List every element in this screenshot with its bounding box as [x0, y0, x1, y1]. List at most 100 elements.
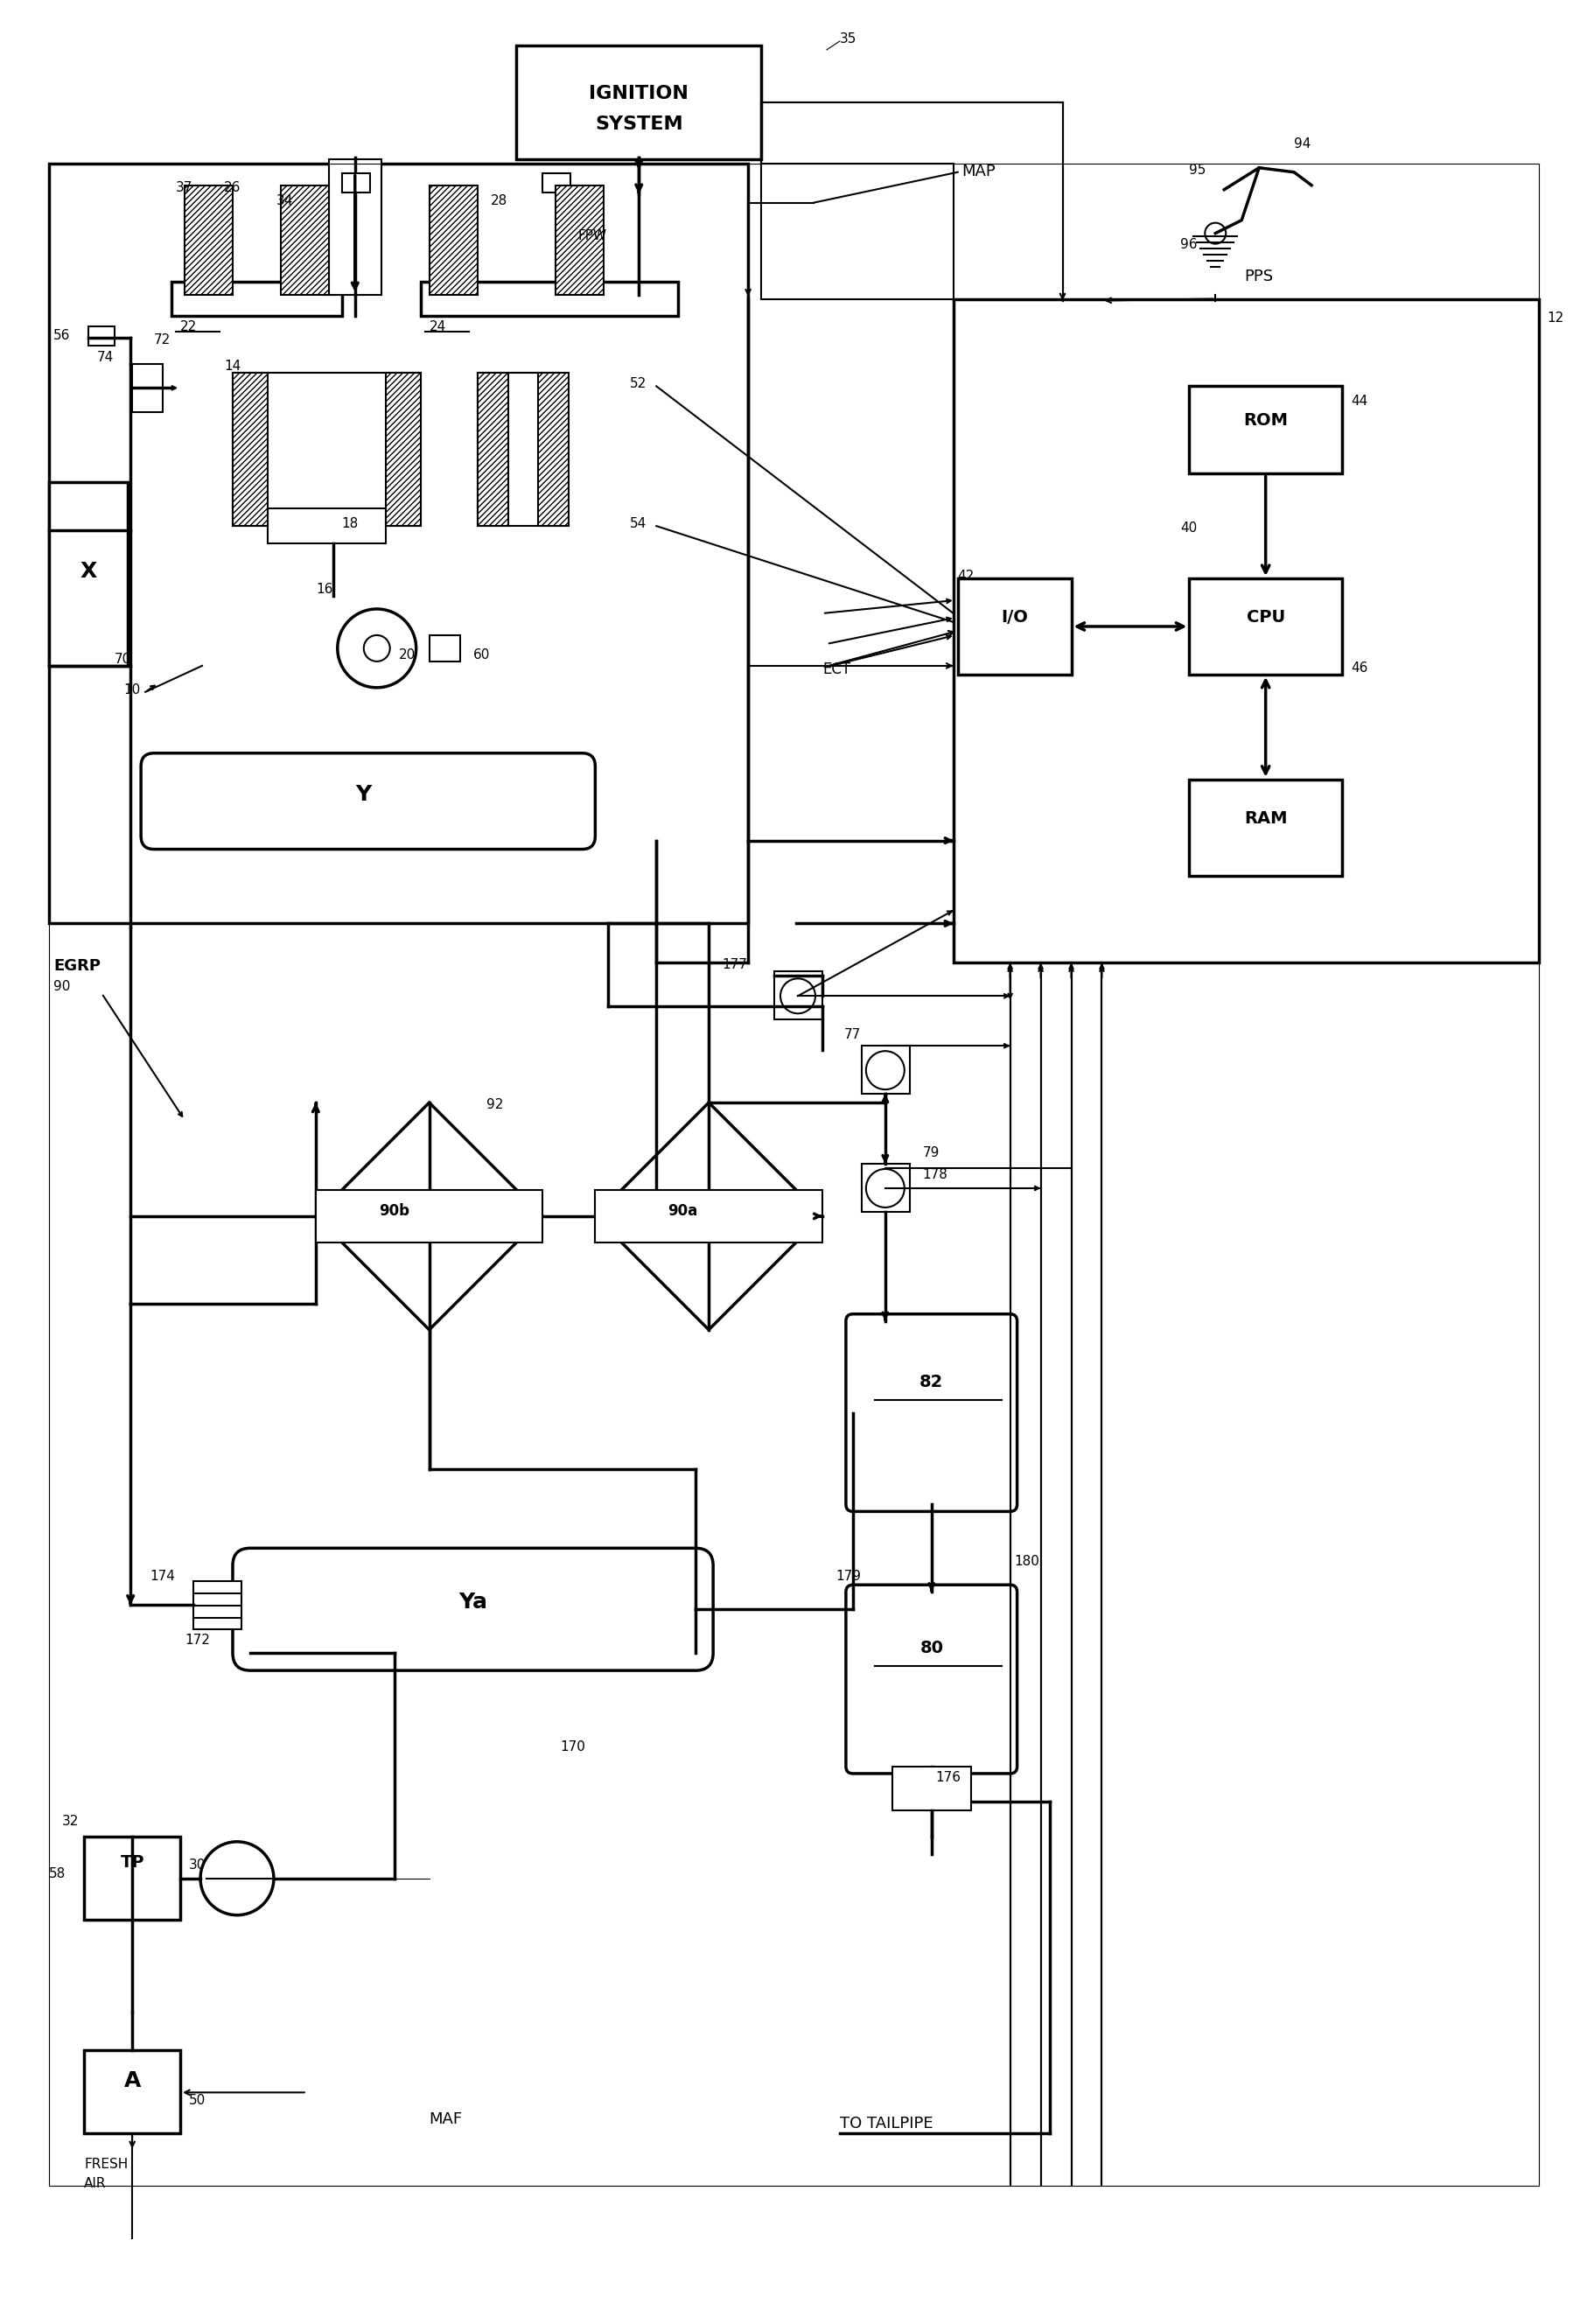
Bar: [478, 374, 508, 525]
Text: ECT: ECT: [822, 662, 851, 676]
Text: FRESH: FRESH: [84, 2159, 129, 2171]
Text: 20: 20: [398, 648, 416, 662]
Text: 16: 16: [316, 583, 332, 595]
Text: 37: 37: [176, 181, 192, 193]
Text: RAM: RAM: [1243, 811, 1287, 827]
Text: 77: 77: [844, 1027, 860, 1041]
Text: 79: 79: [922, 1146, 940, 1160]
Bar: [555, 186, 603, 295]
Bar: [184, 186, 233, 295]
Text: A: A: [124, 2071, 141, 2092]
Text: 176: 176: [935, 1771, 960, 1785]
Text: 174: 174: [149, 1571, 175, 1583]
Bar: [516, 46, 760, 158]
Bar: [386, 374, 421, 525]
Text: 40: 40: [1179, 521, 1197, 535]
Text: 90a: 90a: [667, 1204, 697, 1218]
Bar: [538, 374, 568, 525]
FancyBboxPatch shape: [846, 1585, 1017, 1773]
Text: 82: 82: [919, 1373, 943, 1390]
Text: 90b: 90b: [379, 1204, 409, 1218]
Text: 50: 50: [189, 2094, 206, 2108]
Text: Ya: Ya: [459, 1592, 487, 1613]
Text: Y: Y: [355, 783, 371, 804]
Text: 180: 180: [1014, 1555, 1039, 1569]
Text: 46: 46: [1351, 662, 1366, 674]
Bar: [84, 1836, 181, 1920]
Text: 34: 34: [276, 193, 294, 207]
Text: MAF: MAF: [428, 2113, 462, 2126]
Bar: [341, 172, 370, 193]
Text: 60: 60: [473, 648, 490, 662]
Text: 96: 96: [1179, 237, 1197, 251]
Text: PPS: PPS: [1244, 267, 1273, 284]
Text: 42: 42: [957, 569, 974, 583]
Text: 14: 14: [224, 360, 241, 374]
Bar: [1189, 579, 1341, 674]
FancyBboxPatch shape: [233, 1548, 713, 1671]
Bar: [428, 634, 460, 662]
Bar: [316, 1190, 543, 1243]
Bar: [1189, 779, 1341, 876]
Bar: [49, 483, 129, 665]
Text: 30: 30: [189, 1859, 206, 1871]
Bar: [171, 281, 341, 316]
Text: 74: 74: [97, 351, 114, 365]
Bar: [233, 374, 268, 525]
Bar: [89, 328, 114, 346]
Bar: [595, 1190, 822, 1243]
FancyBboxPatch shape: [846, 1313, 1017, 1511]
Bar: [49, 163, 747, 923]
Bar: [892, 1766, 970, 1810]
Text: 92: 92: [486, 1099, 503, 1111]
Bar: [233, 374, 421, 525]
Text: SYSTEM: SYSTEM: [595, 116, 682, 132]
Text: 172: 172: [184, 1634, 209, 1648]
Bar: [543, 172, 570, 193]
Bar: [268, 509, 386, 544]
Bar: [132, 365, 163, 411]
Text: 177: 177: [722, 957, 747, 971]
Bar: [329, 158, 381, 295]
Text: MAP: MAP: [962, 163, 995, 179]
Text: I/O: I/O: [1000, 609, 1027, 625]
Bar: [952, 300, 1538, 962]
Text: 28: 28: [490, 193, 506, 207]
Text: EGRP: EGRP: [54, 957, 102, 974]
Text: 95: 95: [1189, 163, 1206, 177]
Text: 94: 94: [1293, 137, 1311, 151]
Text: 179: 179: [835, 1571, 860, 1583]
Bar: [84, 2050, 181, 2133]
Text: 26: 26: [224, 181, 241, 193]
FancyBboxPatch shape: [141, 753, 595, 848]
Text: TP: TP: [121, 1855, 144, 1871]
Text: 72: 72: [154, 335, 171, 346]
Text: 52: 52: [630, 376, 646, 390]
Text: 70: 70: [114, 653, 132, 665]
Bar: [421, 281, 678, 316]
Text: 18: 18: [341, 518, 359, 530]
Text: ROM: ROM: [1243, 411, 1287, 430]
Bar: [1189, 386, 1341, 474]
Text: 32: 32: [62, 1815, 79, 1827]
Text: 90: 90: [54, 981, 70, 992]
Text: 10: 10: [124, 683, 140, 697]
Text: 44: 44: [1351, 395, 1366, 409]
Bar: [862, 1046, 909, 1095]
Text: IGNITION: IGNITION: [589, 84, 689, 102]
Text: 22: 22: [181, 321, 197, 335]
Text: X: X: [79, 560, 97, 581]
Text: FPW: FPW: [578, 230, 606, 242]
Bar: [281, 186, 329, 295]
Text: 24: 24: [428, 321, 446, 335]
Text: CPU: CPU: [1246, 609, 1284, 625]
Text: 178: 178: [922, 1169, 947, 1181]
Text: 54: 54: [630, 518, 646, 530]
Text: 170: 170: [560, 1741, 586, 1755]
Bar: [194, 1580, 241, 1629]
Bar: [774, 971, 822, 1020]
Bar: [862, 1164, 909, 1211]
Bar: [428, 186, 478, 295]
Text: 12: 12: [1546, 311, 1563, 325]
Text: TO TAILPIPE: TO TAILPIPE: [840, 2117, 933, 2131]
